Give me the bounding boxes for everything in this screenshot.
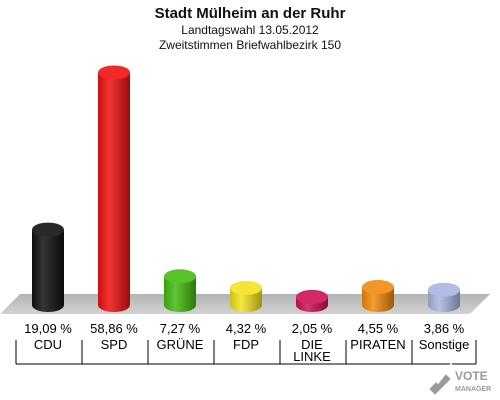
category-label-piraten: PIRATEN [350, 337, 405, 352]
bar-spd [98, 65, 130, 313]
category-axis [15, 340, 477, 365]
bar-piraten [362, 280, 394, 312]
bar-top-spd [98, 65, 130, 80]
category-label-die-linke-line1: DIE [301, 337, 323, 352]
value-label-piraten: 4,55 % [358, 321, 399, 336]
bar-die-linke [296, 289, 328, 312]
chart-title: Stadt Mülheim an der Ruhr [155, 5, 346, 22]
bars-group [32, 65, 460, 313]
category-label-spd: SPD [101, 337, 128, 352]
vote-manager-logo: VOTE MANAGER [428, 363, 491, 395]
watermark-line1: VOTE [455, 369, 488, 383]
labels-group: 19,09 %CDU 58,86 %SPD 7,27 %GRÜNE 4,32 %FDP… [24, 321, 469, 364]
value-label-cdu: 19,09 % [24, 321, 72, 336]
value-label-spd: 58,86 % [90, 321, 138, 336]
bar-body-spd [98, 72, 130, 313]
value-label-sonstige: 3,86 % [424, 321, 465, 336]
category-label-cdu: CDU [34, 337, 62, 352]
bar-body-gruene [164, 276, 196, 312]
category-label-fdp: FDP [233, 337, 259, 352]
bar-top-die-linke [296, 289, 328, 304]
bar-top-cdu [32, 222, 64, 237]
bar-fdp [230, 280, 262, 312]
value-label-fdp: 4,32 % [226, 321, 267, 336]
chart-subtitle-line2: Zweitstimmen Briefwahlbezirk 150 [159, 38, 341, 52]
watermark-line2: MANAGER [455, 386, 491, 393]
category-label-die-linke-line2: LINKE [293, 349, 331, 364]
bar-gruene [164, 269, 196, 312]
bar-body-cdu [32, 229, 64, 312]
chart-subtitle-line1: Landtagswahl 13.05.2012 [181, 23, 319, 37]
value-label-die-linke: 2,05 % [292, 321, 333, 336]
value-label-gruene: 7,27 % [160, 321, 201, 336]
bar-body-piraten [362, 287, 394, 312]
category-label-gruene: GRÜNE [157, 337, 204, 352]
category-label-sonstige: Sonstige [419, 337, 470, 352]
bar-top-fdp [230, 280, 262, 295]
bar-sonstige [428, 282, 460, 312]
bar-top-sonstige [428, 282, 460, 297]
bar-cdu [32, 222, 64, 312]
bar-top-piraten [362, 280, 394, 295]
bar-top-gruene [164, 269, 196, 284]
